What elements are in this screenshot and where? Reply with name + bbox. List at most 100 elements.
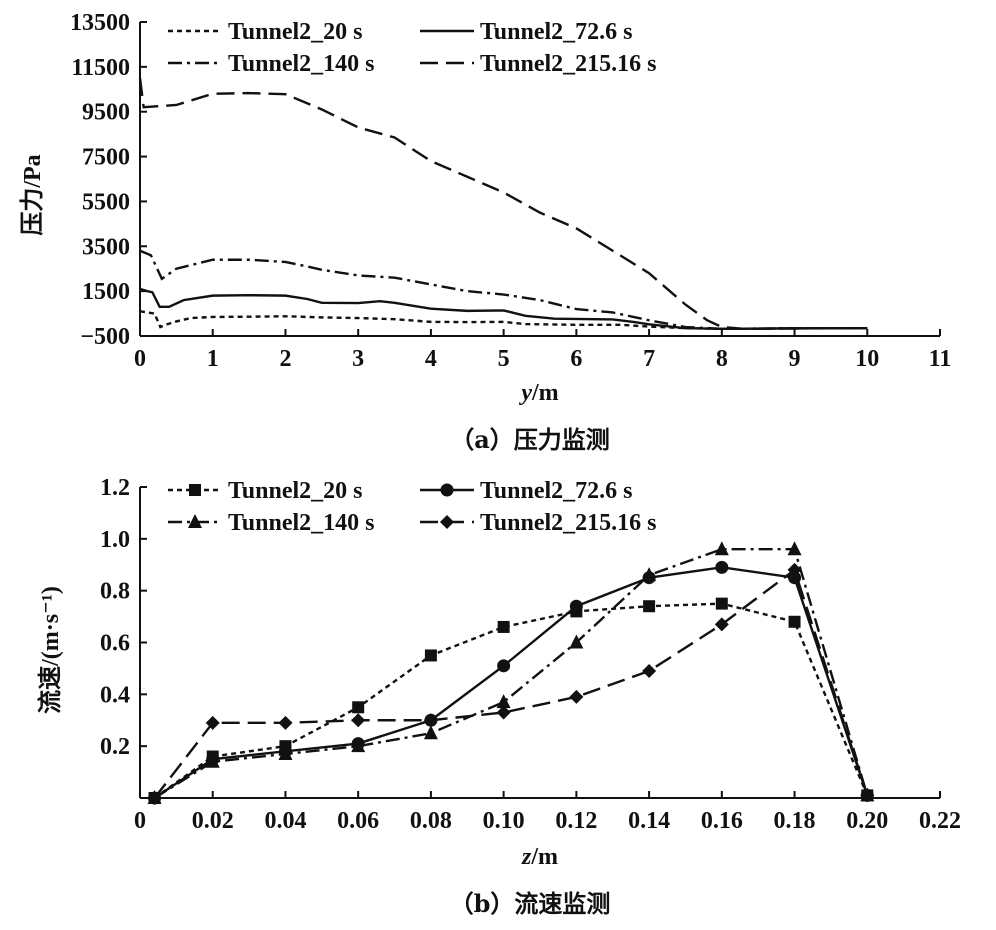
pressure-y-tick-label: 5500 <box>82 189 130 215</box>
pressure-legend-label: Tunnel2_140 s <box>228 51 375 77</box>
pressure-series-2 <box>139 287 868 331</box>
pressure-legend-entry: Tunnel2_20 s <box>168 19 363 45</box>
pressure-legend-entry: Tunnel2_72.6 s <box>420 19 633 45</box>
velocity-series-3 <box>147 541 875 804</box>
velocity-legend-label: Tunnel2_72.6 s <box>480 478 633 504</box>
velocity-data-point <box>787 541 802 556</box>
velocity-y-tick-label: 0.2 <box>100 734 130 760</box>
velocity-series-line <box>153 602 869 799</box>
velocity-data-point <box>351 738 366 753</box>
velocity-data-point <box>496 705 511 720</box>
pressure-series-3 <box>139 249 868 331</box>
velocity-data-point <box>205 753 220 768</box>
velocity-y-axis-label: 流速/(m·s⁻¹) <box>37 586 64 714</box>
pressure-series-line <box>139 310 868 331</box>
velocity-legend-marker <box>189 484 201 496</box>
pressure-chart-panel: 0 1 2 3 4 5 6 7 8 9 10 11 13500 11500 9500 7500 5500 3500… <box>19 10 951 454</box>
velocity-data-point <box>642 664 657 679</box>
pressure-series-line <box>139 249 868 331</box>
pressure-y-tick-label: 13500 <box>70 10 130 36</box>
pressure-y-tick-label: 3500 <box>82 234 130 260</box>
velocity-data-point <box>787 562 802 577</box>
velocity-data-point <box>351 713 366 728</box>
velocity-data-point <box>788 571 802 585</box>
velocity-data-point <box>714 617 729 632</box>
pressure-y-axis-label: 压力/Pa <box>19 154 46 235</box>
pressure-x-axis-label: y/m <box>518 380 558 406</box>
pressure-x-tick-label: 8 <box>716 346 728 372</box>
velocity-data-point <box>642 567 657 582</box>
velocity-x-tick-label: 0.08 <box>410 808 452 834</box>
velocity-x-axis-unit: /m <box>530 844 558 870</box>
pressure-legend-label: Tunnel2_215.16 s <box>480 51 657 77</box>
velocity-y-tick-label: 0.8 <box>100 579 130 605</box>
pressure-legend-entry: Tunnel2_215.16 s <box>420 51 657 77</box>
velocity-legend-label: Tunnel2_215.16 s <box>480 510 657 536</box>
velocity-x-tick-label: 0.14 <box>628 808 670 834</box>
velocity-data-point <box>205 715 220 730</box>
velocity-series-4 <box>147 562 875 805</box>
pressure-y-tick-label: 9500 <box>82 100 130 126</box>
pressure-series-line <box>138 77 868 331</box>
pressure-x-tick-label: 11 <box>929 346 952 372</box>
velocity-legend-entry: Tunnel2_215.16 s <box>420 510 657 536</box>
velocity-data-point <box>569 689 584 704</box>
velocity-x-tick-label: 0.04 <box>264 808 306 834</box>
velocity-x-tick-label: 0.20 <box>846 808 888 834</box>
velocity-data-point <box>714 541 729 556</box>
pressure-series-line <box>139 287 868 331</box>
velocity-y-tick-label: 1.2 <box>100 475 130 501</box>
velocity-x-tick-label: 0.16 <box>701 808 743 834</box>
pressure-x-tick-label: 6 <box>570 346 582 372</box>
velocity-data-point <box>147 791 162 805</box>
pressure-legend-label: Tunnel2_20 s <box>228 19 363 45</box>
velocity-chart-panel: 0 0.02 0.04 0.06 0.08 0.10 0.12 0.14 0.16 0.18 0.2… <box>37 475 961 918</box>
velocity-legend-label: Tunnel2_140 s <box>228 510 375 536</box>
pressure-x-tick-label: 0 <box>134 346 146 372</box>
velocity-data-point <box>569 634 584 649</box>
velocity-x-tick-label: 0.18 <box>774 808 816 834</box>
velocity-x-axis-variable: z <box>521 844 532 870</box>
pressure-x-axis-unit: /m <box>531 380 559 406</box>
velocity-legend-marker <box>440 515 454 529</box>
velocity-series-line <box>153 548 869 800</box>
pressure-x-tick-label: 5 <box>498 346 510 372</box>
velocity-series-line <box>153 567 869 799</box>
velocity-data-point <box>715 597 728 610</box>
velocity-data-point <box>424 649 437 662</box>
pressure-x-axis-variable: y <box>518 380 532 406</box>
velocity-x-axis-label: z/m <box>521 844 558 870</box>
velocity-data-point <box>497 620 510 633</box>
pressure-y-tick-label: 7500 <box>82 145 130 171</box>
pressure-caption: （a）压力监测 <box>450 425 610 454</box>
pressure-y-tick-label: −500 <box>80 324 130 350</box>
velocity-legend-marker <box>188 514 202 528</box>
pressure-x-tick-label: 2 <box>279 346 291 372</box>
velocity-data-point <box>352 701 365 714</box>
velocity-x-tick-label: 0.10 <box>483 808 525 834</box>
pressure-x-tick-label: 9 <box>789 346 801 372</box>
pressure-y-tick-label: 1500 <box>82 279 130 305</box>
velocity-data-point <box>278 715 293 730</box>
pressure-x-tick-label: 1 <box>207 346 219 372</box>
velocity-y-tick-label: 0.4 <box>100 682 130 708</box>
velocity-legend-entry: Tunnel2_140 s <box>168 510 375 536</box>
pressure-x-tick-label: 4 <box>425 346 437 372</box>
velocity-data-point <box>643 600 656 613</box>
velocity-caption: （b）流速监测 <box>450 889 611 918</box>
velocity-legend-entry: Tunnel2_20 s <box>168 478 363 504</box>
velocity-series-1 <box>148 597 874 804</box>
velocity-data-point <box>278 745 293 760</box>
velocity-x-tick-label: 0.02 <box>192 808 234 834</box>
velocity-legend-entry: Tunnel2_72.6 s <box>420 478 633 504</box>
velocity-x-tick-label: 0.22 <box>919 808 961 834</box>
velocity-y-tick-label: 0.6 <box>100 631 130 657</box>
velocity-data-point <box>715 560 729 574</box>
velocity-data-point <box>423 713 438 728</box>
velocity-series-2 <box>148 560 874 805</box>
pressure-legend-entry: Tunnel2_140 s <box>168 51 375 77</box>
pressure-x-tick-label: 3 <box>352 346 364 372</box>
velocity-x-tick-label: 0.06 <box>337 808 379 834</box>
